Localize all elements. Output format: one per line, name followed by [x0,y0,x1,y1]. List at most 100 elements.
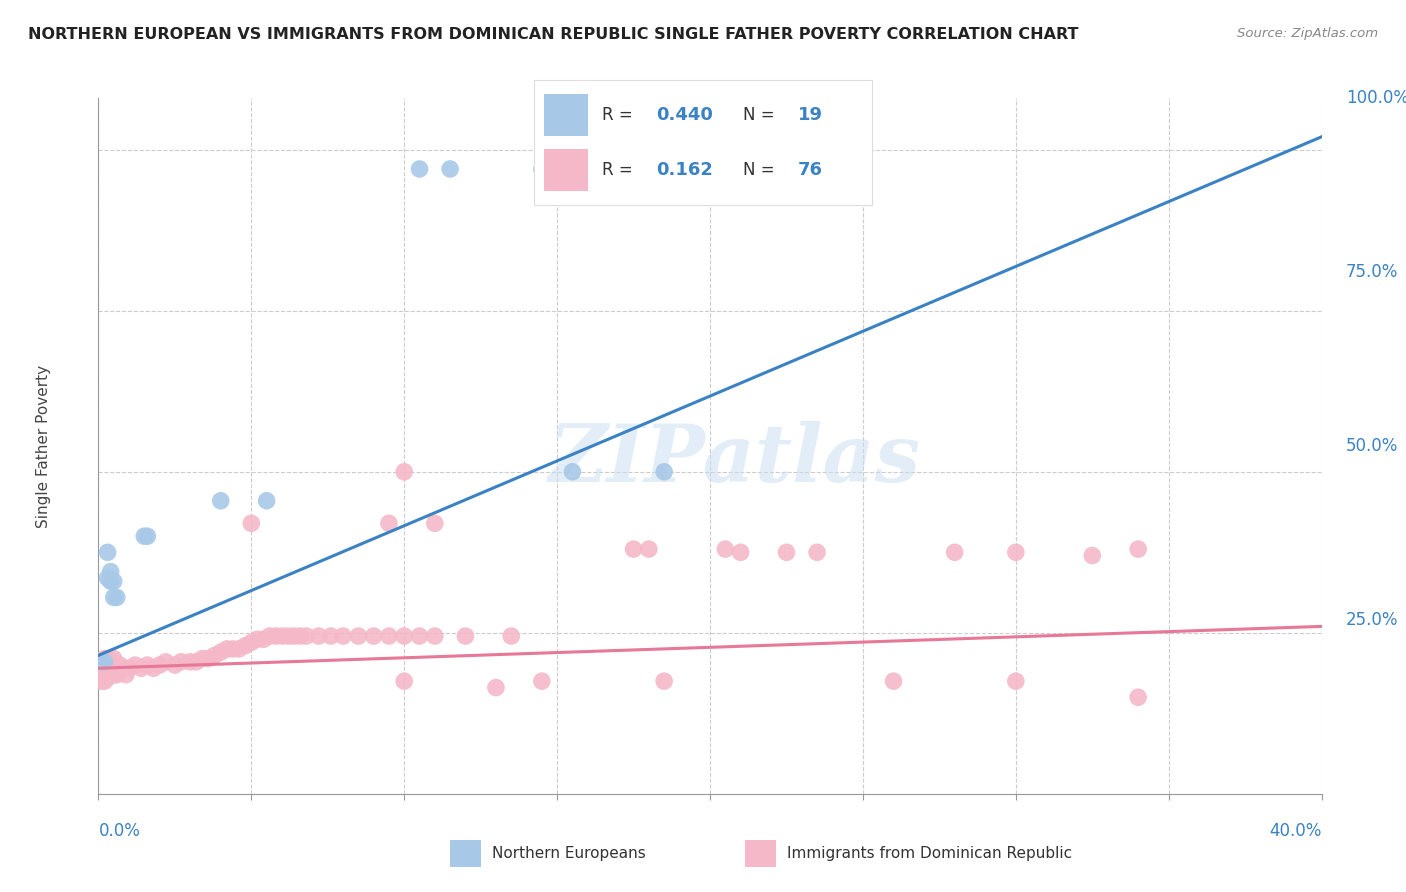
Point [93,674,115,689]
Text: 100.0%: 100.0% [1346,89,1406,107]
Text: 19: 19 [797,106,823,124]
Point [256,493,278,508]
Point [392,674,416,689]
Point [97,671,120,685]
Text: N =: N = [744,106,780,124]
Point [454,629,477,643]
Point [943,545,966,559]
Point [283,629,305,643]
Point [100,667,122,681]
Point [118,661,141,675]
Bar [544,149,588,192]
Point [163,658,186,673]
Point [378,516,401,531]
Point [103,661,125,675]
Text: 40.0%: 40.0% [1270,822,1322,839]
Point [1004,545,1026,559]
Point [97,661,120,675]
Text: 50.0%: 50.0% [1346,437,1399,455]
Point [103,667,125,681]
Point [233,639,256,653]
Text: Source: ZipAtlas.com: Source: ZipAtlas.com [1237,27,1378,40]
Point [222,642,245,657]
Point [209,645,232,659]
Text: Single Father Poverty: Single Father Poverty [37,365,51,527]
Point [90,665,112,679]
Point [204,648,226,663]
Point [100,565,122,579]
Point [408,629,430,643]
Text: N =: N = [744,161,780,179]
Point [90,655,112,669]
Point [637,542,661,557]
Point [97,571,120,585]
Point [108,658,131,673]
Point [105,591,128,605]
Point [561,465,583,479]
Text: Northern Europeans: Northern Europeans [492,847,645,861]
Point [347,629,370,643]
Point [97,545,120,559]
Point [652,465,675,479]
Point [290,629,312,643]
Point [93,661,115,675]
Point [806,545,828,559]
Point [136,658,159,673]
Point [1128,542,1150,557]
Point [530,674,553,689]
Text: R =: R = [602,106,638,124]
Point [837,161,859,176]
Point [1128,690,1150,705]
Point [240,516,263,531]
Point [179,655,201,669]
Point [134,529,156,543]
Point [103,651,125,665]
Point [714,542,737,557]
Point [149,658,172,673]
Point [1081,549,1104,563]
Point [485,681,508,695]
Text: 0.440: 0.440 [655,106,713,124]
Point [308,629,330,643]
Text: 25.0%: 25.0% [1346,611,1399,629]
Point [170,655,193,669]
Point [423,516,446,531]
Point [246,632,269,647]
Point [155,655,177,669]
Point [423,629,446,643]
Point [209,493,232,508]
Point [93,655,115,669]
Point [90,655,112,669]
Point [319,629,342,643]
Text: ZIPatlas: ZIPatlas [548,421,921,499]
Text: 75.0%: 75.0% [1346,263,1399,281]
Point [105,667,128,681]
Point [97,651,120,665]
Point [392,629,416,643]
Point [124,658,146,673]
Text: 0.162: 0.162 [655,161,713,179]
Point [93,667,115,681]
Point [90,658,112,673]
Point [215,642,238,657]
Point [142,661,165,675]
Text: Immigrants from Dominican Republic: Immigrants from Dominican Republic [787,847,1073,861]
Point [103,591,125,605]
Point [730,545,752,559]
Point [392,465,416,479]
Point [105,661,128,675]
Point [191,651,214,665]
Text: 0.0%: 0.0% [98,822,141,839]
Point [1004,674,1026,689]
Point [93,651,115,665]
Point [408,161,430,176]
Point [378,629,401,643]
Point [186,655,208,669]
Point [111,661,134,675]
Point [652,674,675,689]
Point [90,674,112,689]
Point [100,574,122,589]
Text: NORTHERN EUROPEAN VS IMMIGRANTS FROM DOMINICAN REPUBLIC SINGLE FATHER POVERTY CO: NORTHERN EUROPEAN VS IMMIGRANTS FROM DOM… [28,27,1078,42]
Point [115,667,138,681]
Point [775,545,797,559]
